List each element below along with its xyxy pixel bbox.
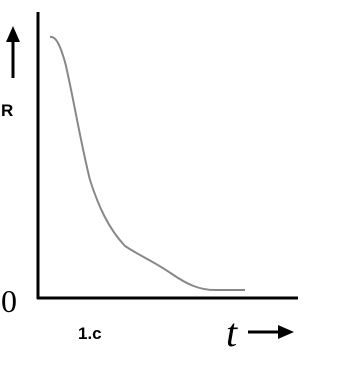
arrow-head [278, 325, 294, 339]
x-axis-label: t [226, 310, 238, 355]
curve [49, 35, 245, 291]
y-axis-label: R [1, 101, 13, 120]
caption: 1.c [78, 324, 102, 343]
arrow-head [6, 26, 20, 42]
origin-label: 0 [1, 283, 17, 319]
